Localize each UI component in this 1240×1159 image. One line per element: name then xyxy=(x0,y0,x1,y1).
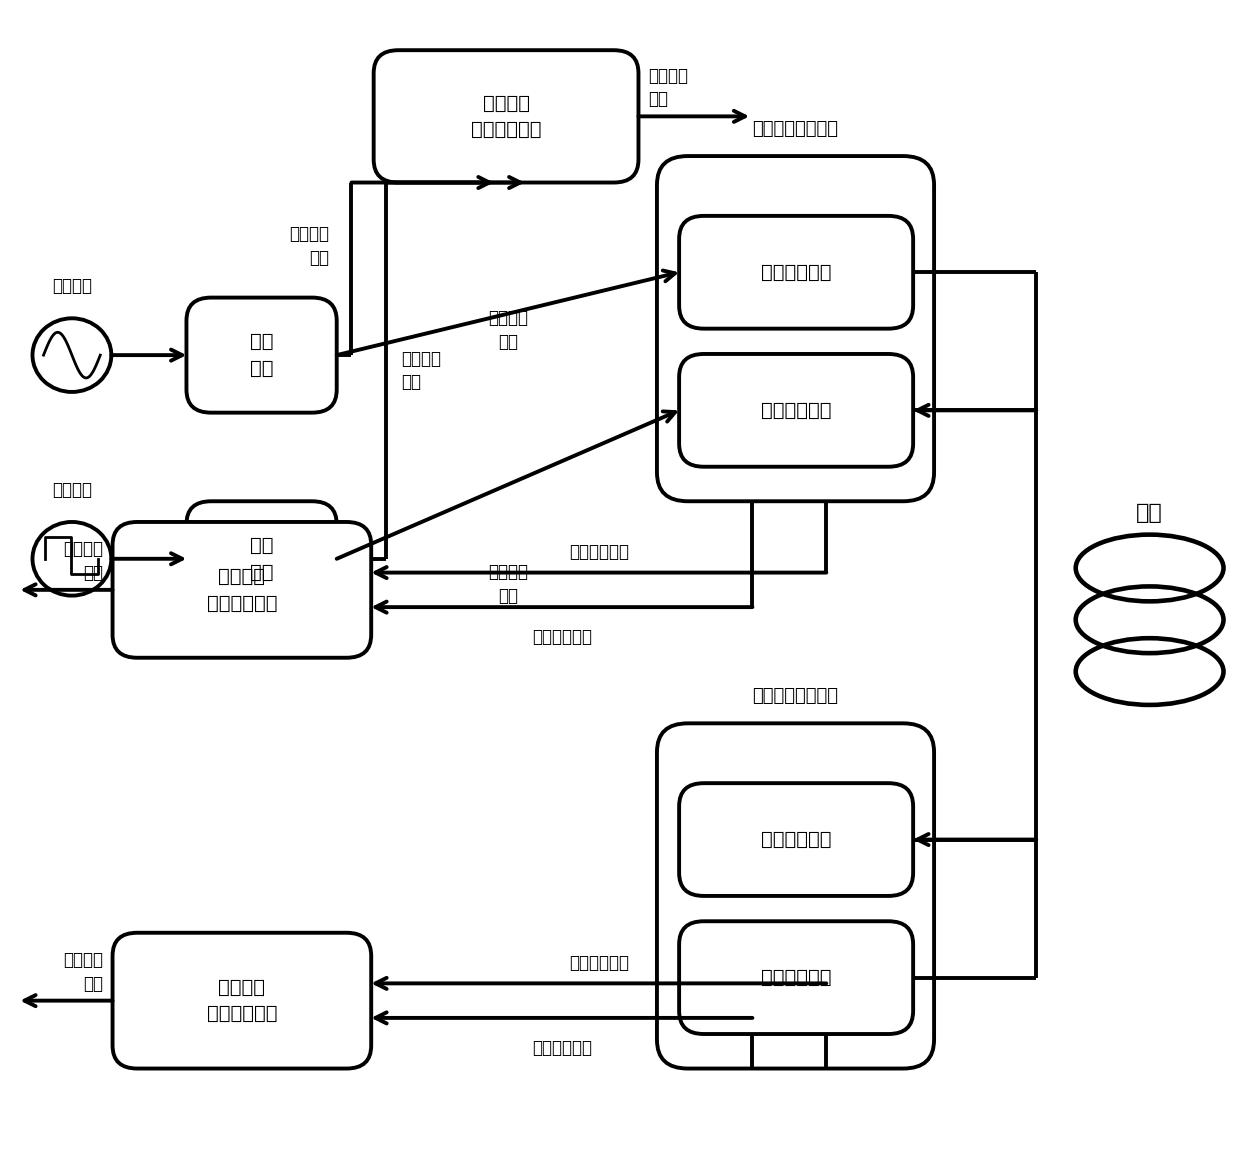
Text: 本地参考
频率: 本地参考 频率 xyxy=(289,225,330,267)
Text: 本地参考
频率: 本地参考 频率 xyxy=(487,309,528,351)
FancyBboxPatch shape xyxy=(113,933,371,1069)
Text: 远地时频传输装置: 远地时频传输装置 xyxy=(753,687,838,705)
Text: 时间参考: 时间参考 xyxy=(52,481,92,498)
Text: 光纤: 光纤 xyxy=(1136,503,1163,523)
Text: 本地返回
时频同步模块: 本地返回 时频同步模块 xyxy=(207,567,277,613)
Text: 频率
变换: 频率 变换 xyxy=(249,333,273,378)
Text: 本地时频传输装置: 本地时频传输装置 xyxy=(753,119,838,138)
FancyBboxPatch shape xyxy=(373,50,639,182)
FancyBboxPatch shape xyxy=(680,783,913,896)
FancyBboxPatch shape xyxy=(680,216,913,329)
Text: 时频信号返回: 时频信号返回 xyxy=(761,968,831,987)
Text: 本地参考
时频同步模块: 本地参考 时频同步模块 xyxy=(471,94,542,139)
Text: 本地参考
时间: 本地参考 时间 xyxy=(649,67,688,109)
Text: 远地时间触发: 远地时间触发 xyxy=(532,1038,591,1057)
FancyBboxPatch shape xyxy=(680,921,913,1034)
FancyBboxPatch shape xyxy=(113,522,371,658)
FancyBboxPatch shape xyxy=(186,501,337,617)
Text: 频率参考: 频率参考 xyxy=(52,277,92,296)
Text: 时频信号接收: 时频信号接收 xyxy=(761,830,831,850)
FancyBboxPatch shape xyxy=(657,723,934,1069)
Text: 远地时间
输出: 远地时间 输出 xyxy=(63,952,103,992)
Text: 回传时间
输出: 回传时间 输出 xyxy=(63,540,103,582)
Text: 本地触发
时间: 本地触发 时间 xyxy=(401,350,440,392)
Text: 回传频率输出: 回传频率输出 xyxy=(569,542,629,561)
Text: 回传时间触发: 回传时间触发 xyxy=(532,628,591,646)
Text: 时频信号补偿: 时频信号补偿 xyxy=(761,401,831,420)
Text: 远地频率输出: 远地频率输出 xyxy=(569,954,629,971)
FancyBboxPatch shape xyxy=(657,156,934,501)
Text: 时频信号发射: 时频信号发射 xyxy=(761,263,831,282)
Text: 远地输出
时频同步模块: 远地输出 时频同步模块 xyxy=(207,978,277,1023)
Text: 时间
变换: 时间 变换 xyxy=(249,537,273,582)
FancyBboxPatch shape xyxy=(186,298,337,413)
FancyBboxPatch shape xyxy=(680,353,913,467)
Text: 本地触发
时间: 本地触发 时间 xyxy=(487,563,528,605)
